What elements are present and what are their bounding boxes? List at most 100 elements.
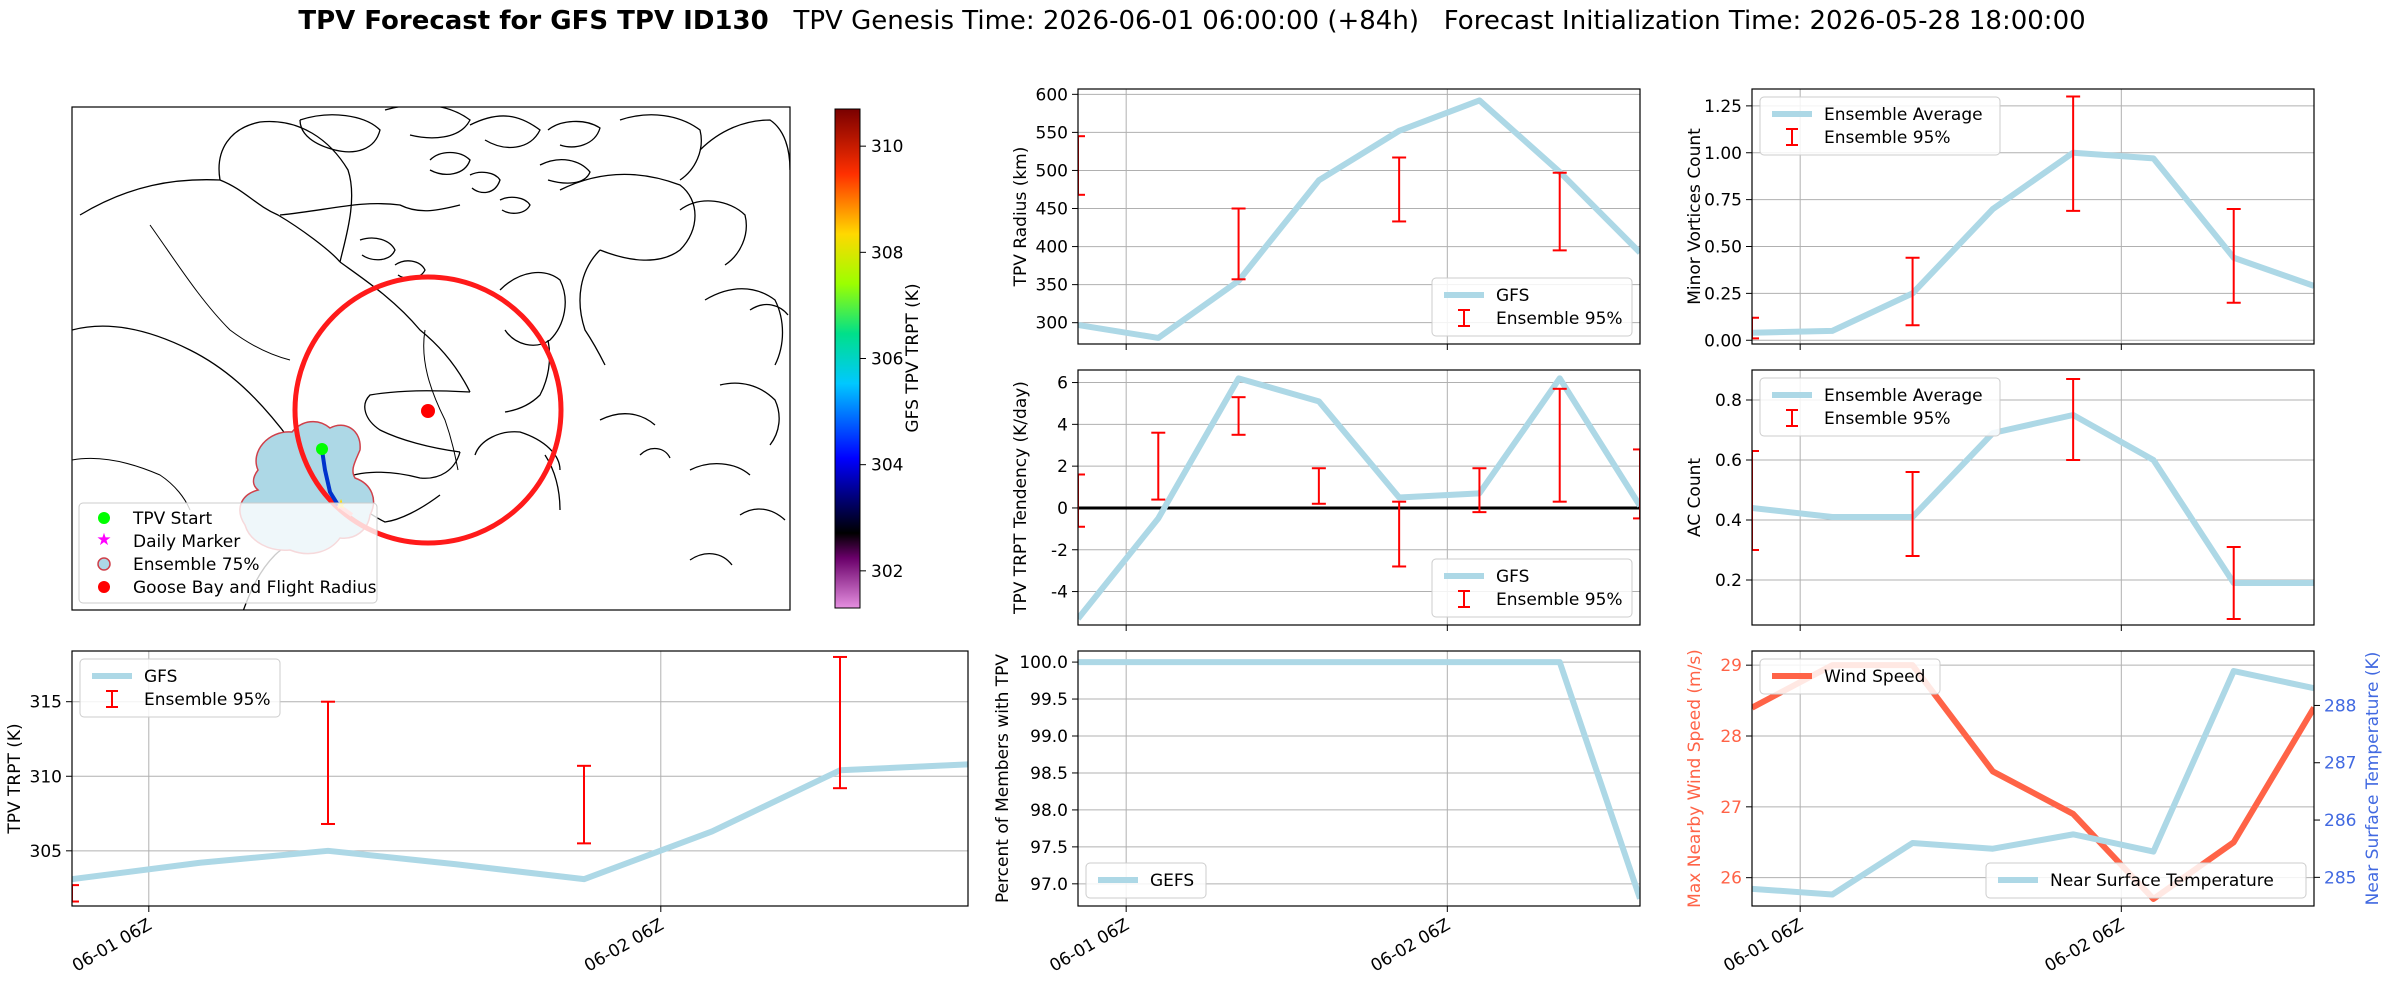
y-tick-label: 97.5 — [1030, 838, 1068, 858]
y-tick-label: 310 — [30, 767, 62, 787]
plot-area — [1078, 97, 1640, 341]
legend-label: Ensemble 95% — [144, 690, 271, 710]
legend-label: GFS — [144, 667, 177, 687]
y-tick-label: 400 — [1036, 238, 1068, 258]
title-genesis: TPV Genesis Time: 2026-06-01 06:00:00 (+… — [793, 6, 1419, 36]
colorbar-tick-label: 304 — [871, 456, 903, 476]
y-tick-label: 2 — [1057, 457, 1068, 477]
axes-frame — [1077, 88, 1641, 345]
x-tick-label: 06-02 06Z — [581, 915, 667, 976]
y-tick-label: 6 — [1057, 374, 1068, 394]
y-tick-label: 0.2 — [1715, 571, 1742, 591]
legend-label: Ensemble 95% — [1496, 309, 1623, 329]
y-tick-label: -2 — [1051, 541, 1068, 561]
legend: Wind Speed — [1759, 658, 1941, 695]
y-tick-label: 0.75 — [1704, 191, 1742, 211]
legend-label: Ensemble 95% — [1496, 590, 1623, 610]
y-tick-label: 100.0 — [1019, 653, 1068, 673]
chart-minor: 0.00 0.25 0.50 0.75 1.00 1.25 Minor Vortices C… — [1685, 88, 2315, 351]
y-tick-label: 1.25 — [1704, 97, 1742, 117]
y-tick-label: 97.0 — [1030, 875, 1068, 895]
chart-percent: 06-01 06Z 06-02 06Z 97.0 97.5 98.0 98.5 99.0 99… — [993, 650, 1641, 976]
colorbar-tick-label: 308 — [871, 243, 903, 263]
axes-frame — [1077, 369, 1641, 626]
y-tick-label: 0.4 — [1715, 511, 1742, 531]
legend-label: Ensemble 95% — [1824, 409, 1951, 429]
legend: Ensemble Average Ensemble 95% — [1759, 96, 2001, 156]
x-tick-label: 06-01 06Z — [1720, 915, 1806, 976]
y-tick-label: 98.5 — [1030, 764, 1068, 784]
y-tick-label: 28 — [1720, 727, 1742, 747]
y-tick-label: 0.6 — [1715, 451, 1742, 471]
legend: GEFS — [1085, 862, 1207, 899]
y-axis-label: TPV TRPT (K) — [5, 723, 25, 834]
y-axis-label: Percent of Members with TPV — [993, 654, 1013, 903]
y-tick-label: 27 — [1720, 798, 1742, 818]
tpv-start-point — [316, 443, 328, 455]
y-tick-label: 98.0 — [1030, 801, 1068, 821]
y-tick-label: 0.50 — [1704, 238, 1742, 258]
tpv-track — [320, 449, 340, 507]
y-tick-label: 0.25 — [1704, 284, 1742, 304]
svg-text:★: ★ — [96, 530, 111, 550]
colorbar-label: GFS TPV TRPT (K) — [903, 283, 923, 432]
legend: Ensemble Average Ensemble 95% — [1759, 377, 2001, 437]
map-legend-label: Goose Bay and Flight Radius — [133, 578, 377, 598]
series-line — [1078, 97, 1640, 341]
y-tick-label: 350 — [1036, 276, 1068, 296]
y-tick-label: 0.8 — [1715, 391, 1742, 411]
legend-frame — [1759, 96, 2001, 156]
y2-tick-label: 285 — [2324, 868, 2356, 888]
axes-frame — [1751, 650, 2315, 907]
series-line — [1752, 149, 2314, 336]
legend-label: Ensemble Average — [1824, 105, 1983, 125]
legend-label: GFS — [1496, 567, 1529, 587]
chart-tendency: -4 -2 0 2 4 6 TPV TRPT Tendency (K/day) GFS Ense… — [1011, 369, 1641, 631]
y-axis-label: AC Count — [1685, 458, 1705, 537]
series-line — [1752, 668, 2314, 898]
title-init: Forecast Initialization Time: 2026-05-28… — [1443, 6, 2086, 36]
y-tick-label: 300 — [1036, 314, 1068, 334]
y2-axis-label: Near Surface Temperature (K) — [2363, 652, 2383, 906]
y-axis-label: TPV Radius (km) — [1011, 147, 1031, 288]
legend: GFS Ensemble 95% — [79, 658, 281, 718]
figure-title: TPV Forecast for GFS TPV ID130 TPV Genes… — [0, 6, 2384, 36]
legend: Near Surface Temperature — [1985, 862, 2307, 899]
y2-tick-label: 287 — [2324, 754, 2356, 774]
y-tick-label: 1.00 — [1704, 144, 1742, 164]
y-tick-label: 500 — [1036, 161, 1068, 181]
x-tick-label: 06-01 06Z — [1046, 915, 1132, 976]
y-axis-label: Max Nearby Wind Speed (m/s) — [1685, 649, 1705, 908]
chart-wind_temp: 06-01 06Z 06-02 06Z 26 27 28 29 Max Nearby Win… — [1685, 649, 2383, 976]
plot-area — [1752, 95, 2314, 340]
map-legend-label: Ensemble 75% — [133, 555, 260, 575]
plot-area — [1078, 375, 1640, 621]
series-line — [1078, 375, 1640, 621]
colorbar: 302 304 306 308 310 GFS TPV TRPT (K) — [834, 108, 923, 609]
colorbar-tick-label: 302 — [871, 562, 903, 582]
map-legend-label: Daily Marker — [133, 532, 240, 552]
legend-label: Ensemble 95% — [1824, 128, 1951, 148]
flight-radius-circle — [292, 274, 564, 546]
goose-bay-point — [421, 404, 435, 418]
legend-frame — [1085, 862, 1207, 899]
axes-frame — [1077, 650, 1641, 907]
y-tick-label: 600 — [1036, 85, 1068, 105]
series-line — [1078, 659, 1640, 900]
chart-ac: 0.2 0.4 0.6 0.8 AC Count Ensemble AverageEnse… — [1685, 369, 2315, 631]
legend: GFS Ensemble 95% — [1431, 277, 1633, 337]
legend-label: GEFS — [1150, 871, 1194, 891]
y-tick-label: 26 — [1720, 869, 1742, 889]
plot-area — [72, 655, 968, 903]
y-tick-label: 99.5 — [1030, 690, 1068, 710]
legend-frame — [1759, 377, 2001, 437]
series-line — [1752, 412, 2314, 586]
y-tick-label: 0 — [1057, 499, 1068, 519]
axes-frame — [71, 650, 969, 907]
colorbar-tick-label: 306 — [871, 350, 903, 370]
y-tick-label: 305 — [30, 842, 62, 862]
plot-area — [1752, 378, 2314, 620]
colorbar-gradient — [834, 108, 861, 609]
